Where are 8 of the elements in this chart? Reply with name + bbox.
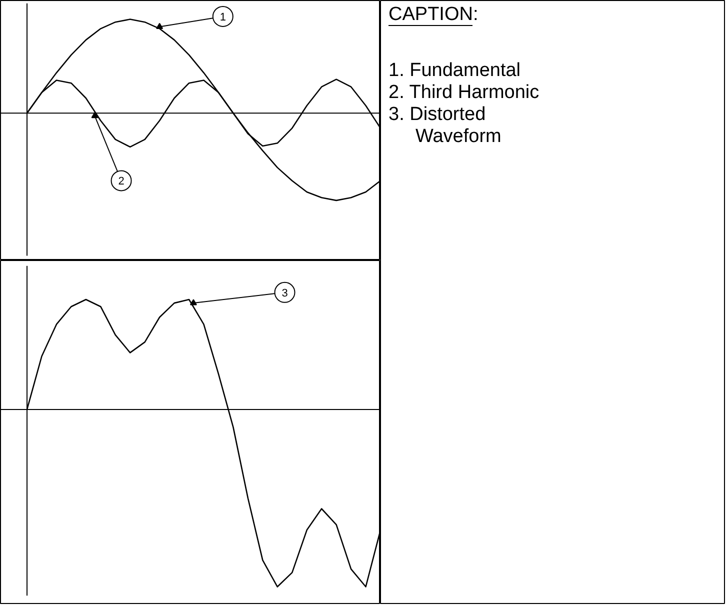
text: 2. Third Harmonic [388,82,540,103]
text: Waveform [416,126,502,147]
text: CAPTION: [388,4,478,25]
annotation: 2 [118,176,124,188]
text: 3 [282,287,288,300]
text: 3. Distorted [388,104,486,125]
annotation: 1 [220,11,226,24]
text: 1. Fundamental [388,60,521,81]
